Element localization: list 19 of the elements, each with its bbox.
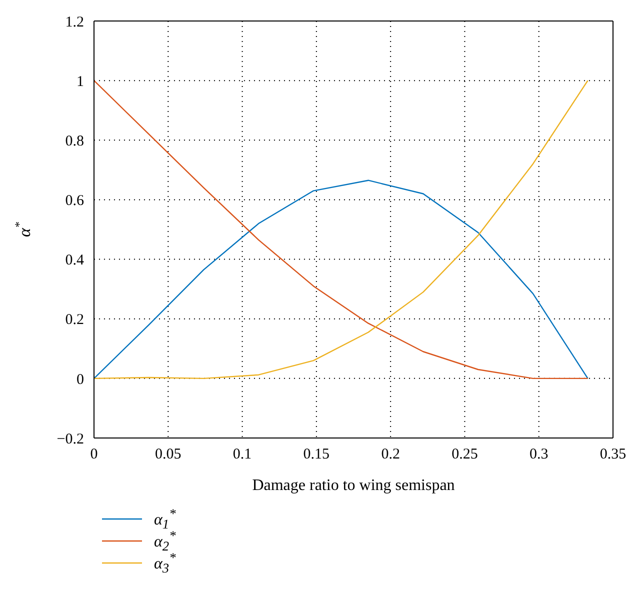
y-tick-label: 0 — [76, 372, 84, 388]
x-tick-label: 0.15 — [303, 446, 330, 463]
x-axis-title: Damage ratio to wing semispan — [252, 477, 455, 494]
x-tick-label: 0.1 — [232, 446, 252, 463]
y-tick-label: 0.2 — [65, 312, 84, 328]
y-tick-label: 0.6 — [65, 193, 84, 210]
line-series — [94, 80, 588, 380]
x-tick-label: 0.05 — [155, 446, 182, 463]
y-tick-label: 1.2 — [65, 14, 84, 30]
x-tick-label: 0.2 — [381, 446, 400, 463]
x-tick-label: 0.35 — [600, 446, 626, 463]
x-tick-label: 0 — [90, 446, 98, 463]
x-tick-label: 0.3 — [529, 446, 548, 463]
x-tick-label: 0.25 — [452, 446, 478, 463]
y-tick-label: −0.2 — [56, 431, 84, 448]
line-series — [94, 180, 588, 380]
y-tick-label: 0.8 — [65, 133, 84, 150]
y-tick-label: 1 — [76, 74, 84, 90]
y-tick-label: 0.4 — [65, 252, 84, 269]
